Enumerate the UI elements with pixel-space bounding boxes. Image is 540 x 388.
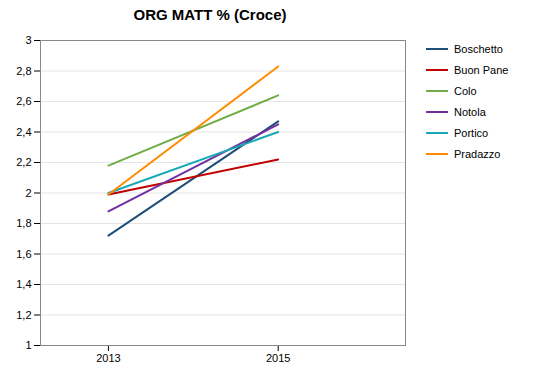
svg-text:1,6: 1,6 [16, 248, 31, 260]
svg-text:1,4: 1,4 [16, 278, 31, 290]
html-text:Colo: Colo [454, 85, 477, 97]
svg-text:2,8: 2,8 [16, 65, 31, 77]
html-text:Pradazzo: Pradazzo [454, 148, 501, 160]
html-text:Buon Pane: Buon Pane [454, 64, 509, 76]
html-text:ORG MATT % (Croce): ORG MATT % (Croce) [133, 6, 287, 23]
svg-text:2: 2 [25, 187, 31, 199]
html-text:Portico: Portico [454, 127, 489, 139]
html-text:Boschetto: Boschetto [454, 43, 503, 55]
svg-text:3: 3 [25, 34, 31, 46]
svg-text:1,2: 1,2 [16, 309, 31, 321]
svg-text:2015: 2015 [266, 352, 290, 364]
svg-text:2013: 2013 [96, 352, 120, 364]
svg-text:1,8: 1,8 [16, 217, 31, 229]
html-text:Notola: Notola [454, 106, 486, 118]
svg-text:2,4: 2,4 [16, 126, 31, 138]
svg-text:2,2: 2,2 [16, 156, 31, 168]
svg-text:2,6: 2,6 [16, 95, 31, 107]
svg-text:1: 1 [25, 339, 31, 351]
